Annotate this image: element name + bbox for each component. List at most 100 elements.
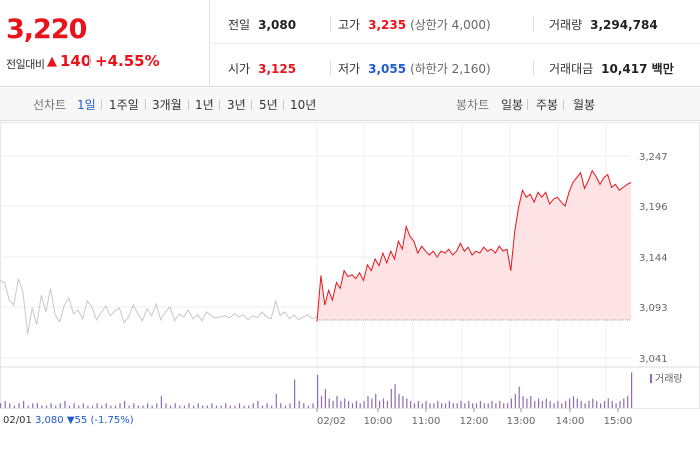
volume-bar xyxy=(105,403,107,409)
volume-bar xyxy=(514,393,516,409)
turnover-value: 10,417 백만 xyxy=(601,62,674,76)
tab-weekly-candle[interactable]: 주봉 xyxy=(536,98,559,112)
volume-bar xyxy=(238,403,241,409)
quote-header: 3,220 전일대비 ▲ 140 +4.55% 전일 3,080 고가 3,235(… xyxy=(0,0,700,87)
volume-bar xyxy=(59,403,61,409)
line-chart-title: 선차트 xyxy=(33,98,67,112)
volume-bar xyxy=(530,396,532,408)
stats-divider xyxy=(211,43,700,44)
tab-5year[interactable]: 5년 xyxy=(259,98,278,112)
chart-tab-bar: 선차트 1일 1주일 3개월 1년 3년 5년 10년 봉차트 일봉 주봉 월봉 xyxy=(0,88,700,121)
volume-bar xyxy=(4,400,6,408)
volume-bar xyxy=(206,405,208,408)
volume-bar xyxy=(472,403,474,409)
volume-bar xyxy=(101,405,103,408)
volume-bar xyxy=(437,400,439,408)
volume-bar xyxy=(73,403,75,409)
volume-bar xyxy=(340,400,342,408)
volume-bar xyxy=(371,398,373,408)
divider xyxy=(527,99,528,110)
volume-bar xyxy=(557,400,559,408)
tab-daily-candle[interactable]: 일봉 xyxy=(501,98,524,112)
volume-bar xyxy=(280,403,282,409)
divider xyxy=(330,17,331,31)
volume-bar xyxy=(503,403,505,409)
volume-bar xyxy=(294,379,296,408)
volume-bar xyxy=(142,405,144,408)
prev-day-date: 02/01 xyxy=(3,415,32,426)
volume-bar xyxy=(382,398,385,408)
prev-day-close: 3,080 xyxy=(35,415,64,426)
volume-bar xyxy=(417,400,419,408)
tab-1week[interactable]: 1주일 xyxy=(109,98,139,112)
volume-bar xyxy=(390,389,392,408)
tab-3year[interactable]: 3년 xyxy=(227,98,246,112)
volume-bar xyxy=(193,405,195,408)
tab-1year[interactable]: 1년 xyxy=(195,98,214,112)
volume-bar xyxy=(133,403,135,409)
prev-day-legend: 02/01 3,080 ▼55 (-1.75%) xyxy=(3,415,134,426)
volume-bar xyxy=(619,400,621,408)
volume-bar xyxy=(592,398,594,408)
divider xyxy=(283,99,284,110)
volume-bar xyxy=(611,400,613,408)
volume-bar xyxy=(332,400,334,408)
volume-bar xyxy=(119,403,121,409)
volume-bar xyxy=(114,405,117,408)
volume-bar xyxy=(9,403,11,409)
volume-label: 거래량 xyxy=(549,18,583,32)
series-area-fill xyxy=(317,170,631,322)
volume-bar xyxy=(188,403,190,409)
volume-bar xyxy=(165,403,167,409)
volume-bar xyxy=(82,403,84,409)
volume-bar xyxy=(623,398,625,408)
down-arrow-icon: ▼ xyxy=(66,415,75,426)
volume-bar xyxy=(572,396,575,408)
volume-bar xyxy=(137,405,139,408)
volume-bar xyxy=(495,403,497,409)
volume-bar xyxy=(631,372,633,408)
volume-bar xyxy=(600,403,602,409)
volume-bar xyxy=(468,400,470,408)
volume-bar xyxy=(78,405,80,408)
x-tick-label: 02/02 xyxy=(317,416,346,427)
volume-bar xyxy=(261,405,264,408)
stat-prev-close: 전일 3,080 xyxy=(228,16,296,33)
volume-bar xyxy=(96,403,98,409)
divider xyxy=(563,99,564,110)
low-label: 저가 xyxy=(338,62,361,76)
volume-bar xyxy=(68,405,71,408)
volume-bar xyxy=(211,403,213,409)
volume-bar xyxy=(18,403,20,409)
volume-bar xyxy=(499,400,501,408)
volume-bar xyxy=(312,403,314,409)
volume-bar xyxy=(367,396,369,408)
volume-bar xyxy=(413,403,416,409)
tab-monthly-candle[interactable]: 월봉 xyxy=(573,98,596,112)
volume-bar xyxy=(534,400,536,408)
y-tick-label: 3,041 xyxy=(639,354,668,365)
volume-bar xyxy=(317,374,319,409)
volume-bar xyxy=(549,400,551,408)
tab-10year[interactable]: 10년 xyxy=(290,98,317,112)
divider xyxy=(188,99,189,110)
divider xyxy=(101,99,102,110)
volume-bar xyxy=(429,403,431,409)
volume-bar xyxy=(303,403,305,409)
lower-limit: (하한가 2,160) xyxy=(410,62,491,76)
volume-bar xyxy=(202,405,204,408)
volume-bar xyxy=(379,400,381,408)
x-tick-label: 15:00 xyxy=(604,416,633,427)
tab-1day[interactable]: 1일 xyxy=(77,98,96,112)
volume-bar xyxy=(151,405,153,408)
y-tick-label: 3,093 xyxy=(639,303,668,314)
tab-3month[interactable]: 3개월 xyxy=(152,98,182,112)
volume-bar xyxy=(170,405,172,408)
volume-bar xyxy=(110,405,112,408)
divider xyxy=(533,17,534,31)
volume-bar xyxy=(160,396,162,408)
volume-bar xyxy=(421,403,423,409)
volume-bar xyxy=(0,403,2,409)
volume-bar xyxy=(307,405,309,408)
volume-bar xyxy=(179,405,181,408)
